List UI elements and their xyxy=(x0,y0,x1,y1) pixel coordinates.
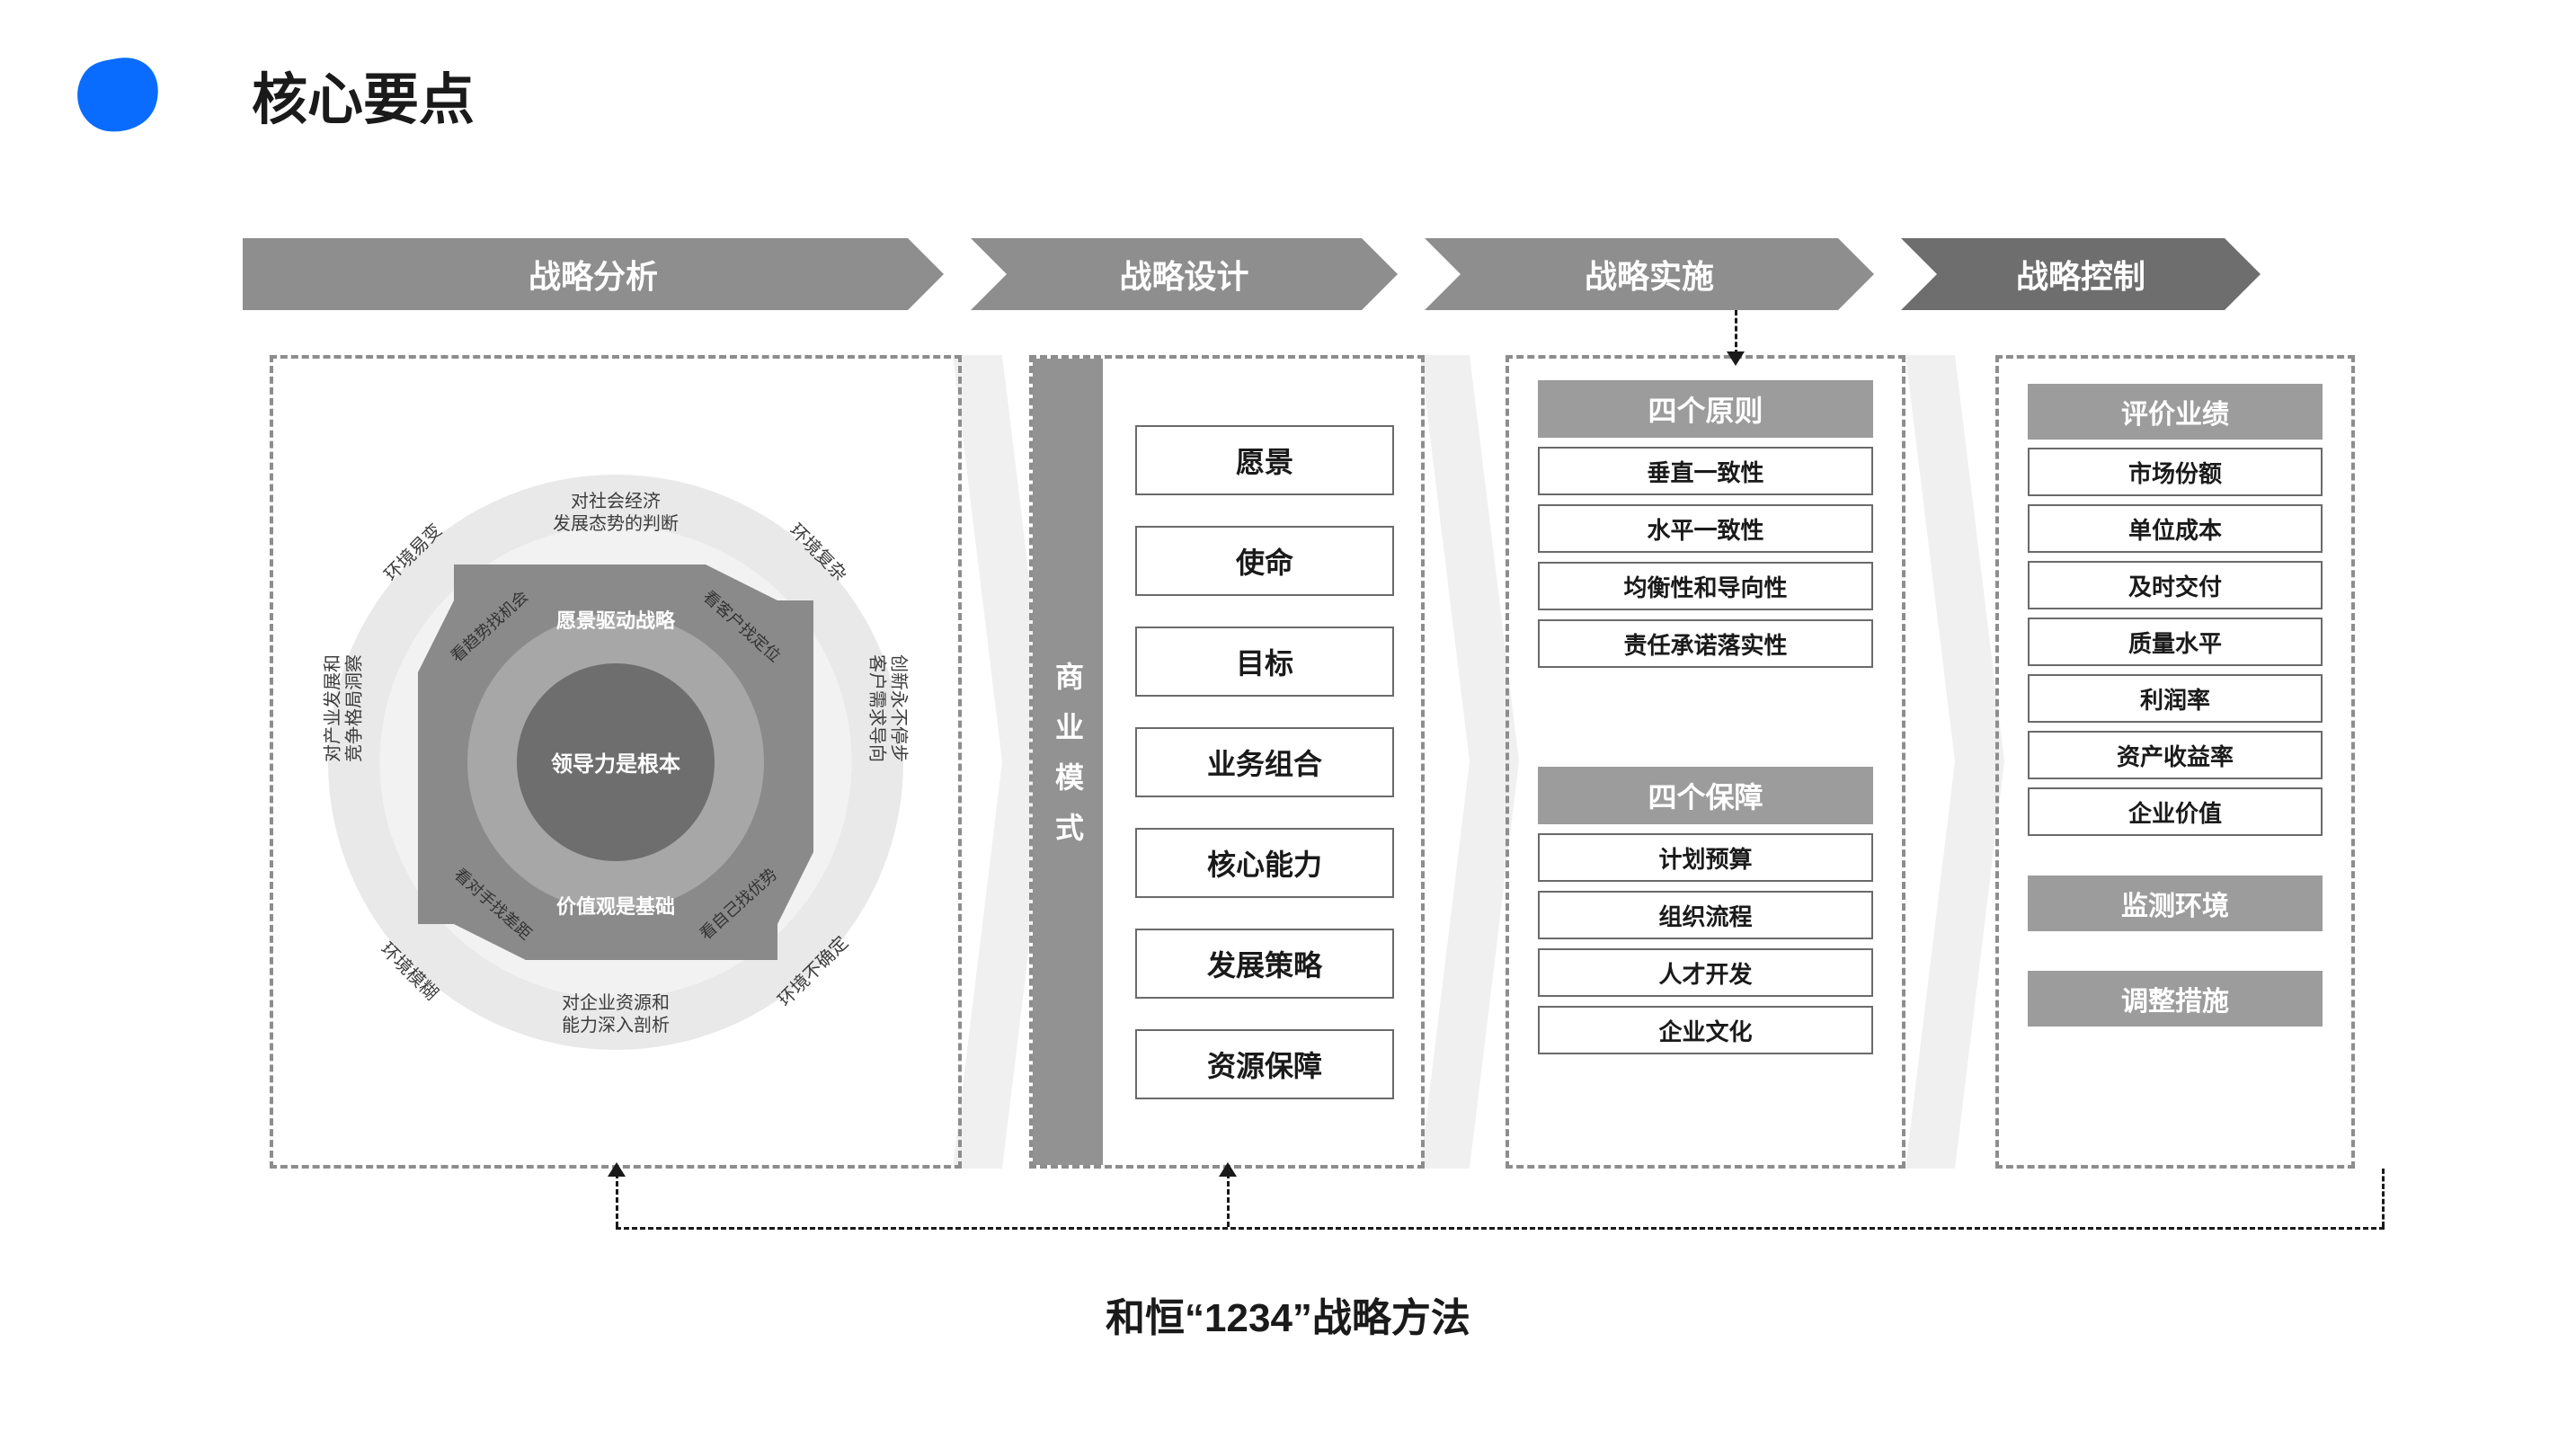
arrow-head-down-1 xyxy=(1727,351,1745,366)
pill-1: 使命 xyxy=(1135,526,1394,596)
c4-item-1: 单位成本 xyxy=(2028,504,2323,553)
phase-2-label: 战略设计 xyxy=(1119,251,1248,298)
c4-title-3: 调整措施 xyxy=(2028,971,2323,1027)
grp2-item-3: 企业文化 xyxy=(1538,1006,1873,1054)
arrow-head-up-1 xyxy=(608,1162,626,1177)
logo-icon xyxy=(72,54,162,135)
pill-3: 业务组合 xyxy=(1135,727,1394,797)
circle-center-label: 领导力是根本 xyxy=(551,746,680,778)
c4-title-2: 监测环境 xyxy=(2028,876,2323,931)
strategy-diagram: 战略分析 战略设计 战略实施 战略控制 xyxy=(243,238,2400,1191)
phase-1-label: 战略分析 xyxy=(529,251,658,298)
grp2-item-1: 组织流程 xyxy=(1538,891,1873,939)
pill-4: 核心能力 xyxy=(1135,828,1394,898)
grp2-item-0: 计划预算 xyxy=(1538,833,1873,882)
dash-bot-left-v1 xyxy=(616,1173,618,1227)
c4-item-2: 及时交付 xyxy=(2028,561,2323,609)
phase-3-label: 战略实施 xyxy=(1585,251,1714,298)
design-items: 愿景 使命 目标 业务组合 核心能力 发展策略 资源保障 xyxy=(1103,359,1421,1165)
outer-left-0: 对产业发展和 xyxy=(323,654,345,762)
c4-item-6: 企业价值 xyxy=(2028,787,2323,836)
phase-4: 战略控制 xyxy=(1901,238,2261,310)
grp2-title: 四个保障 xyxy=(1538,767,1873,824)
outer-top-text: 对社会经济发展态势的判断 xyxy=(553,491,679,536)
grp2-item-2: 人才开发 xyxy=(1538,948,1873,997)
arc-bottom-label: 价值观是基础 xyxy=(556,895,675,919)
box-control: 评价业绩 市场份额 单位成本 及时交付 质量水平 利润率 资产收益率 企业价值 … xyxy=(1995,355,2355,1169)
grp1-title: 四个原则 xyxy=(1538,380,1873,438)
subtitle: 和恒“1234”战略方法 xyxy=(0,1285,2576,1343)
vbar-label: 商业模式 xyxy=(1033,359,1103,1165)
box-implement: 四个原则 垂直一致性 水平一致性 均衡性和导向性 责任承诺落实性 四个保障 计划… xyxy=(1506,355,1905,1169)
grp1-item-3: 责任承诺落实性 xyxy=(1538,619,1873,668)
grp1-item-1: 水平一致性 xyxy=(1538,504,1873,553)
pill-6: 资源保障 xyxy=(1135,1029,1394,1099)
outer-bottom-text: 对企业资源和能力深入剖析 xyxy=(562,992,670,1037)
phase-1: 战略分析 xyxy=(243,238,944,310)
pill-0: 愿景 xyxy=(1135,425,1394,495)
dash-bot-right-v xyxy=(2382,1169,2385,1227)
pill-2: 目标 xyxy=(1135,627,1394,697)
arrow-head-up-2 xyxy=(1219,1162,1237,1177)
c4-grp1-title: 评价业绩 xyxy=(2028,384,2323,440)
c4-item-0: 市场份额 xyxy=(2028,448,2323,496)
outer-right-1: 创新永不停步 xyxy=(887,654,910,762)
arc-top-label: 愿景驱动战略 xyxy=(556,609,675,633)
phase-2: 战略设计 xyxy=(971,238,1398,310)
c4-item-3: 质量水平 xyxy=(2028,618,2323,666)
pill-5: 发展策略 xyxy=(1135,929,1394,999)
c4-item-5: 资产收益率 xyxy=(2028,731,2323,779)
columns: 领导力是根本 愿景驱动战略 价值观是基础 看趋势找机会 看客户找定位 看自己找优… xyxy=(270,355,2391,1169)
dash-arrow-top-v xyxy=(1735,310,1737,355)
circle-center: 领导力是根本 xyxy=(517,663,715,861)
analysis-circle: 领导力是根本 愿景驱动战略 价值观是基础 看趋势找机会 看客户找定位 看自己找优… xyxy=(328,475,903,1050)
box-analysis: 领导力是根本 愿景驱动战略 价值观是基础 看趋势找机会 看客户找定位 看自己找优… xyxy=(270,355,962,1169)
page-title: 核心要点 xyxy=(252,54,475,135)
phase-4-label: 战略控制 xyxy=(2016,251,2145,298)
grp1-item-0: 垂直一致性 xyxy=(1538,447,1873,495)
phase-bar: 战略分析 战略设计 战略实施 战略控制 xyxy=(243,238,2400,310)
outer-right-0: 客户需求导向 xyxy=(866,654,888,762)
c4-item-4: 利润率 xyxy=(2028,674,2323,723)
box-design: 商业模式 愿景 使命 目标 业务组合 核心能力 发展策略 资源保障 xyxy=(1029,355,1425,1169)
dash-bot-left-v2 xyxy=(1227,1173,1230,1227)
phase-3: 战略实施 xyxy=(1425,238,1874,310)
grp1-item-2: 均衡性和导向性 xyxy=(1538,562,1873,610)
dash-bot-h xyxy=(616,1227,2385,1230)
outer-left-1: 竞争格局洞察 xyxy=(344,654,367,762)
